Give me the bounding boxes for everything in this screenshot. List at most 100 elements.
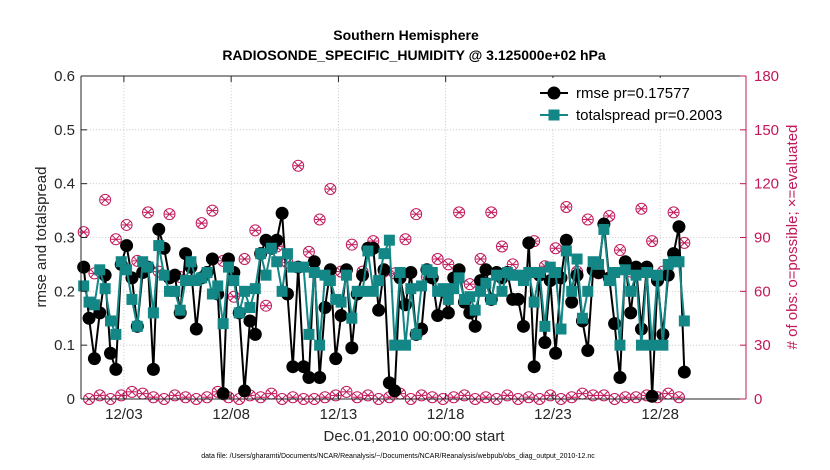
obs-evaluated-marker [111, 234, 121, 244]
totalspread-marker [593, 258, 605, 270]
obs-evaluated-marker [137, 389, 148, 398]
obs-evaluated-marker [250, 225, 261, 235]
obs-possible-marker [340, 385, 353, 398]
totalspread-marker [249, 283, 261, 295]
y-right-tick-label: 180 [754, 68, 779, 85]
obs-possible-marker [201, 391, 214, 404]
rmse-marker [329, 352, 343, 366]
rmse-marker [527, 360, 541, 374]
obs-evaluated-marker [448, 392, 459, 402]
totalspread-marker [469, 304, 481, 316]
rmse-marker [565, 295, 579, 309]
obs-possible-marker [249, 224, 262, 237]
legend: rmse pr=0.17577 totalspread pr=0.2003 [535, 78, 735, 128]
obs-possible-marker [399, 233, 412, 246]
obs-evaluated-marker [459, 391, 470, 400]
obs-possible-marker [238, 253, 251, 266]
y-right-tick-label: 0 [754, 391, 762, 408]
totalspread-marker [453, 272, 465, 284]
rmse-marker [238, 384, 252, 398]
chart-subtitle: RADIOSONDE_SPECIFIC_HUMIDITY @ 3.125000e… [222, 47, 606, 63]
totalspread-marker [222, 261, 234, 273]
totalspread-marker [614, 339, 626, 351]
totalspread-marker [126, 293, 138, 305]
totalspread-marker [110, 328, 122, 340]
rmse-marker [275, 206, 289, 220]
totalspread-marker [678, 315, 690, 327]
totalspread-marker [576, 312, 588, 324]
obs-possible-marker [667, 206, 680, 219]
y-right-tick-label: 60 [754, 283, 771, 300]
totalspread-marker [99, 283, 111, 295]
rmse-marker [109, 362, 123, 376]
totalspread-marker [523, 266, 535, 278]
y-tick-label: 0.3 [54, 230, 75, 247]
totalspread-marker [362, 245, 374, 257]
totalspread-marker [491, 269, 503, 281]
y-right-tick-label: 30 [754, 337, 771, 354]
totalspread-marker [244, 301, 256, 313]
y-right-tick-label: 120 [754, 176, 779, 193]
totalspread-marker [88, 299, 100, 311]
rmse-marker [146, 362, 160, 376]
rmse-marker [441, 306, 455, 320]
totalspread-marker [598, 223, 610, 235]
totalspread-marker [147, 307, 159, 319]
y-tick-label: 0.5 [54, 122, 75, 139]
obs-possible-marker [109, 233, 122, 246]
obs-evaluated-marker [588, 391, 598, 400]
obs-possible-marker [485, 206, 498, 219]
rmse-marker [570, 268, 584, 282]
totalspread-marker [303, 328, 315, 340]
obs-evaluated-marker [180, 392, 191, 402]
obs-evaluated-marker [668, 208, 679, 217]
obs-evaluated-marker [143, 208, 153, 217]
rmse-marker [549, 346, 563, 360]
obs-possible-marker [560, 200, 573, 213]
rmse-marker [645, 389, 659, 403]
obs-evaluated-marker [443, 260, 454, 269]
rmse-marker [677, 365, 691, 379]
obs-possible-marker [544, 389, 557, 402]
totalspread-marker [185, 256, 197, 268]
totalspread-marker [582, 285, 594, 297]
obs-evaluated-marker [524, 392, 534, 402]
legend-rmse-label: rmse pr=0.17577 [576, 85, 690, 102]
totalspread-marker [271, 256, 283, 268]
totalspread-marker [496, 285, 508, 297]
totalspread-marker [212, 280, 224, 292]
totalspread-marker [357, 285, 369, 297]
totalspread-marker [142, 261, 154, 273]
obs-possible-marker [345, 238, 358, 251]
obs-evaluated-marker [304, 247, 314, 257]
y-right-tick-label: 150 [754, 122, 779, 139]
obs-possible-marker [292, 159, 305, 172]
totalspread-marker [550, 266, 562, 278]
totalspread-marker [485, 293, 497, 305]
totalspread-marker [566, 285, 578, 297]
totalspread-marker [265, 242, 277, 254]
totalspread-marker [448, 283, 460, 295]
totalspread-marker [635, 339, 647, 351]
y-tick-label: 0.4 [54, 176, 75, 193]
data-file-footnote: data file: /Users/gharamti/Documents/NCA… [201, 453, 595, 460]
rmse-marker [216, 387, 230, 401]
obs-evaluated-marker [411, 209, 421, 219]
obs-possible-marker [120, 218, 133, 231]
rmse-marker [356, 268, 370, 282]
totalspread-marker [442, 293, 454, 305]
obs-evaluated-marker [352, 392, 362, 402]
obs-possible-marker [99, 193, 112, 206]
totalspread-marker [517, 275, 529, 287]
obs-evaluated-marker [561, 202, 572, 212]
obs-evaluated-marker [663, 389, 674, 398]
totalspread-marker [383, 234, 395, 246]
totalspread-marker [260, 269, 272, 281]
obs-evaluated-marker [261, 301, 271, 311]
obs-evaluated-marker [599, 391, 609, 400]
totalspread-marker [255, 248, 267, 260]
totalspread-marker [115, 256, 127, 268]
rmse-marker [624, 306, 638, 320]
totalspread-marker [121, 264, 133, 276]
